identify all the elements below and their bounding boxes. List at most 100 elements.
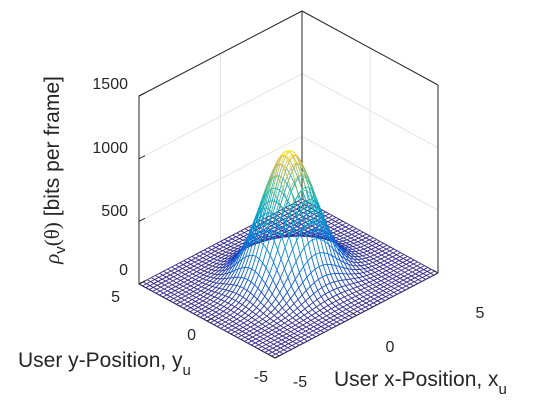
surface-mesh-segment (335, 298, 341, 302)
surface-mesh-segment (257, 224, 261, 227)
surface-mesh-segment (318, 279, 323, 288)
surface-mesh-segment (178, 288, 183, 291)
surface-mesh-segment (305, 186, 310, 200)
surface-mesh-segment (424, 265, 429, 268)
surface-mesh-segment (211, 266, 217, 271)
surface-mesh-segment (394, 260, 400, 264)
surface-mesh-segment (253, 215, 259, 231)
surface-mesh-segment (179, 305, 184, 309)
surface-mesh-segment (202, 275, 208, 280)
surface-mesh-segment (242, 331, 246, 334)
surface-mesh-segment (351, 269, 356, 275)
surface-mesh-segment (227, 298, 233, 304)
surface-mesh-segment (264, 212, 270, 224)
surface-mesh-segment (226, 271, 232, 279)
surface-mesh-segment (267, 329, 273, 333)
surface-mesh-segment (409, 259, 415, 263)
surface-mesh-segment (308, 305, 313, 310)
surface-mesh-segment (339, 234, 345, 237)
surface-mesh-segment (189, 269, 194, 273)
surface-mesh-segment (173, 298, 178, 301)
surface-mesh-segment (303, 338, 308, 342)
surface-mesh-segment (271, 286, 277, 295)
surface-mesh-segment (284, 322, 289, 326)
surface-mesh-segment (231, 293, 237, 300)
surface-mesh-segment (205, 303, 210, 308)
surface-mesh-segment (397, 289, 402, 293)
surface-mesh-segment (290, 279, 296, 287)
surface-mesh-segment (382, 246, 387, 250)
surface-mesh-segment (375, 266, 380, 269)
surface-mesh-segment (270, 308, 276, 313)
surface-mesh-segment (246, 326, 251, 330)
surface-mesh-segment (318, 315, 323, 319)
surface-mesh-segment (346, 239, 351, 242)
surface-mesh-segment (224, 238, 229, 242)
surface-mesh-segment (282, 298, 287, 304)
surface-mesh-segment (195, 279, 199, 282)
surface-mesh-segment (148, 287, 154, 290)
surface-mesh-segment (356, 243, 362, 246)
surface-mesh-segment (348, 287, 354, 291)
surface-mesh-segment (187, 277, 193, 281)
surface-mesh-segment (290, 167, 296, 181)
surface-mesh-segment (375, 268, 380, 272)
surface-mesh-segment (220, 304, 225, 307)
surface-mesh-segment (320, 296, 325, 302)
surface-mesh-segment (180, 295, 186, 299)
surface-mesh-segment (354, 273, 359, 278)
surface-mesh-segment (191, 279, 196, 283)
surface-mesh-segment (320, 323, 326, 327)
surface-mesh-segment (341, 285, 346, 288)
surface-mesh-segment (333, 280, 339, 283)
surface-mesh-segment (203, 271, 208, 276)
surface-mesh-segment (386, 286, 392, 290)
surface-mesh-segment (327, 253, 332, 265)
surface-mesh-segment (362, 276, 367, 280)
surface-mesh-segment (299, 317, 304, 321)
surface-mesh-segment (351, 232, 356, 235)
surface-mesh-segment (412, 267, 417, 271)
surface-mesh-segment (301, 304, 306, 310)
surface-mesh-segment (381, 276, 386, 280)
surface-mesh-segment (334, 273, 339, 282)
surface-mesh-segment (324, 301, 329, 306)
surface-mesh-segment (381, 296, 386, 300)
surface-mesh-segment (228, 296, 233, 300)
surface-mesh-segment (341, 311, 346, 314)
surface-mesh-segment (360, 310, 365, 314)
surface-mesh-segment (172, 282, 177, 286)
surface-mesh-segment (337, 286, 342, 289)
y-axis-label: User y-Position, yu (18, 349, 191, 379)
surface-mesh-segment (200, 269, 205, 272)
surface-mesh-segment (241, 310, 246, 314)
surface-mesh-segment (330, 264, 336, 274)
surface-mesh-segment (335, 218, 340, 222)
surface-mesh-segment (363, 246, 369, 250)
surface-mesh-segment (265, 325, 270, 329)
surface-mesh-segment (324, 293, 330, 300)
surface-mesh-segment (289, 335, 294, 338)
surface-mesh-segment (180, 280, 185, 283)
surface-mesh-segment (255, 313, 260, 318)
surface-mesh-segment (246, 292, 251, 300)
surface-mesh-segment (311, 227, 316, 231)
surface-mesh-segment (162, 296, 167, 300)
surface-mesh-segment (270, 335, 276, 339)
surface-mesh-segment (369, 256, 374, 260)
surface-mesh-segment (395, 277, 401, 281)
surface-mesh-segment (193, 269, 197, 273)
surface-mesh-segment (222, 248, 227, 252)
surface-mesh-segment (263, 334, 268, 337)
surface-mesh-segment (274, 308, 279, 313)
surface-mesh-segment (214, 250, 219, 254)
surface-mesh-segment (181, 269, 187, 273)
surface-mesh-segment (348, 315, 353, 318)
surface-mesh-segment (241, 332, 246, 336)
surface-mesh-segment (210, 273, 215, 278)
surface-mesh-segment (203, 249, 208, 253)
surface-mesh-segment (206, 259, 210, 262)
surface-mesh-segment (288, 320, 293, 324)
surface-mesh-segment (290, 298, 295, 304)
surface-mesh-segment (273, 317, 278, 322)
